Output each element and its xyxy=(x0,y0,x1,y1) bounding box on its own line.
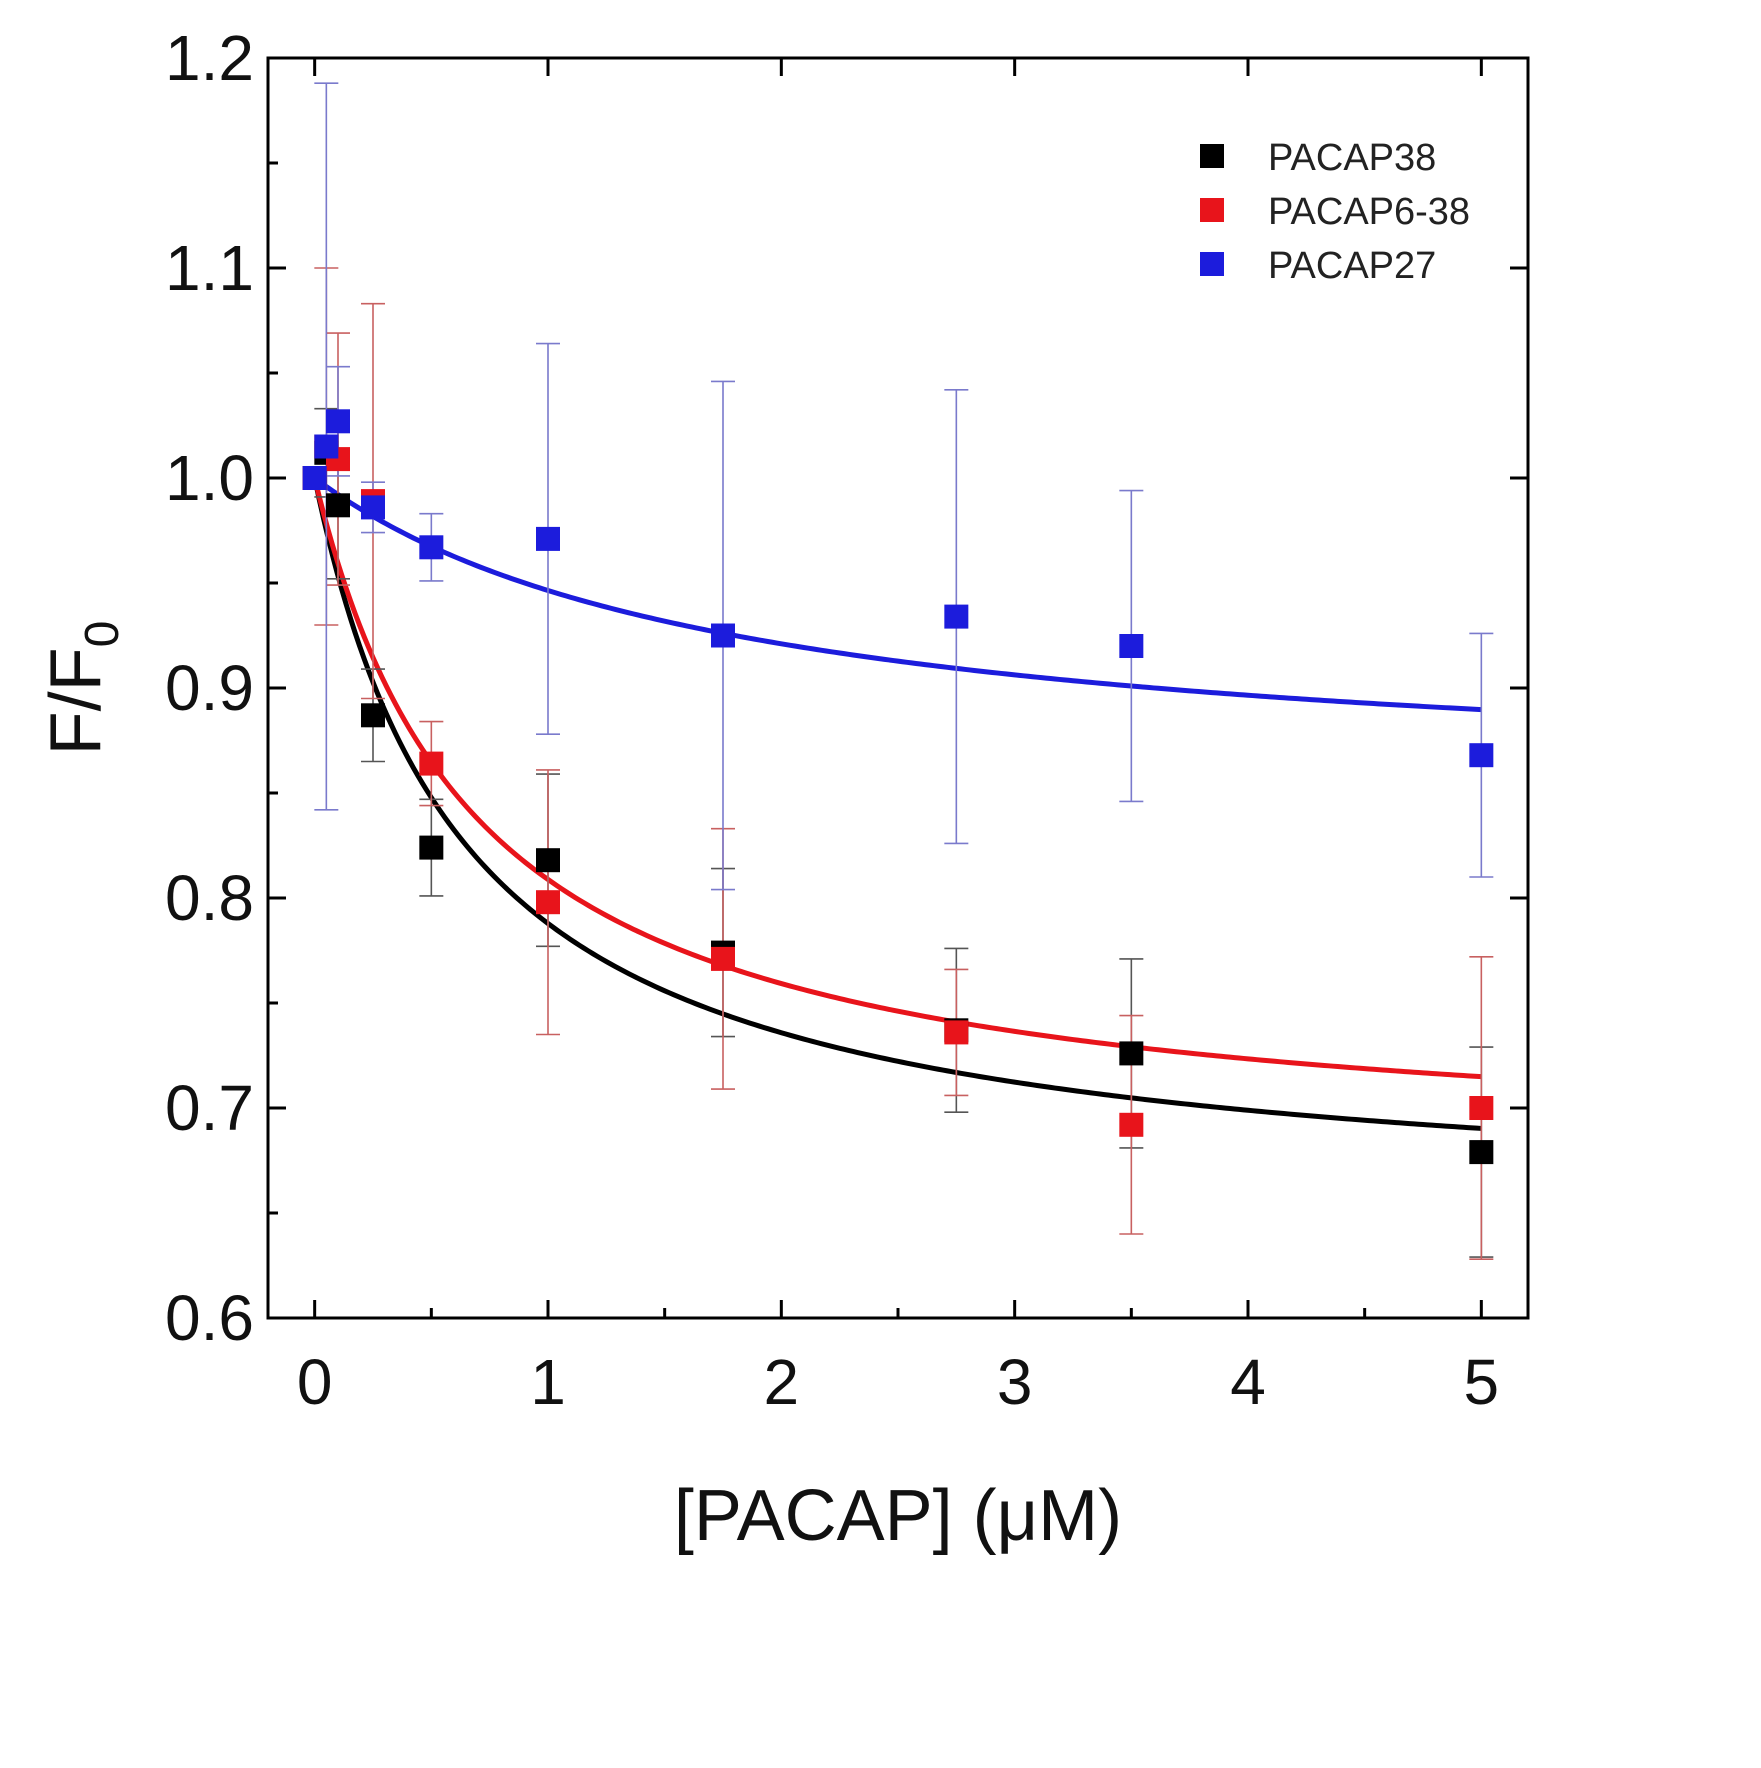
x-tick-label: 5 xyxy=(1464,1346,1500,1418)
data-point-pacap38 xyxy=(361,703,385,728)
y-tick-label: 1.1 xyxy=(165,232,254,304)
legend-item-pacap27: PACAP27 xyxy=(1200,245,1436,287)
y-tick-label: 0.7 xyxy=(165,1072,254,1144)
data-point-pacap27 xyxy=(1119,634,1144,658)
data-point-pacap6-38 xyxy=(536,890,560,915)
legend-label: PACAP27 xyxy=(1268,245,1436,287)
x-tick-label: 4 xyxy=(1230,1346,1266,1418)
x-tick-label: 1 xyxy=(530,1346,566,1418)
legend-item-pacap6-38: PACAP6-38 xyxy=(1200,191,1470,233)
data-point-pacap38 xyxy=(1119,1041,1144,1066)
data-point-pacap27 xyxy=(361,495,385,520)
data-point-pacap27 xyxy=(944,604,969,629)
y-axis-title: F/F0 xyxy=(36,621,129,756)
data-point-pacap6-38 xyxy=(419,751,444,776)
data-point-pacap27 xyxy=(302,466,327,490)
x-tick-label: 3 xyxy=(997,1346,1033,1418)
y-axis-title-subscript: 0 xyxy=(76,621,129,648)
y-tick-label: 0.9 xyxy=(165,652,254,724)
data-point-pacap38 xyxy=(1469,1140,1494,1165)
data-point-pacap27 xyxy=(1469,743,1494,768)
data-point-pacap27 xyxy=(314,434,339,459)
data-point-pacap27 xyxy=(536,526,560,551)
y-tick-label: 1.0 xyxy=(165,442,254,514)
legend-marker xyxy=(1200,198,1224,222)
y-axis-title-main: F/F xyxy=(36,647,116,755)
fit-curve-pacap38 xyxy=(312,477,1482,1131)
data-point-pacap6-38 xyxy=(1119,1112,1144,1137)
tick-labels: 0 1 2 3 4 5 0.6 0.7 0.8 0.9 1.0 1.1 1.2 xyxy=(165,22,1499,1418)
data-point-pacap38 xyxy=(326,493,350,518)
legend-item-pacap38: PACAP38 xyxy=(1200,137,1436,179)
data-point-pacap27 xyxy=(419,535,444,560)
data-point-pacap6-38 xyxy=(711,946,735,971)
data-point-pacap6-38 xyxy=(1469,1096,1494,1120)
y-tick-label: 0.8 xyxy=(165,862,254,934)
data-point-pacap38 xyxy=(536,848,560,873)
data-point-pacap38 xyxy=(419,835,444,860)
fit-curve-pacap27 xyxy=(313,475,1482,713)
data-point-pacap6-38 xyxy=(944,1020,969,1045)
y-tick-label: 1.2 xyxy=(165,22,254,94)
data-point-pacap27 xyxy=(326,409,350,434)
legend-marker xyxy=(1200,144,1224,168)
fit-curves xyxy=(312,475,1482,1131)
fit-curve-pacap6-38 xyxy=(312,477,1482,1080)
x-tick-label: 2 xyxy=(764,1346,800,1418)
x-tick-label: 0 xyxy=(297,1346,333,1418)
legend: PACAP38 PACAP6-38 PACAP27 xyxy=(1200,137,1470,287)
legend-label: PACAP38 xyxy=(1268,137,1436,179)
data-points xyxy=(302,409,1494,1165)
x-axis-title: [PACAP] (μM) xyxy=(674,1476,1122,1556)
legend-marker xyxy=(1200,252,1224,276)
legend-label: PACAP6-38 xyxy=(1268,191,1470,233)
y-tick-label: 0.6 xyxy=(165,1282,254,1354)
data-point-pacap27 xyxy=(711,623,735,648)
axis-ticks xyxy=(268,56,1528,1320)
